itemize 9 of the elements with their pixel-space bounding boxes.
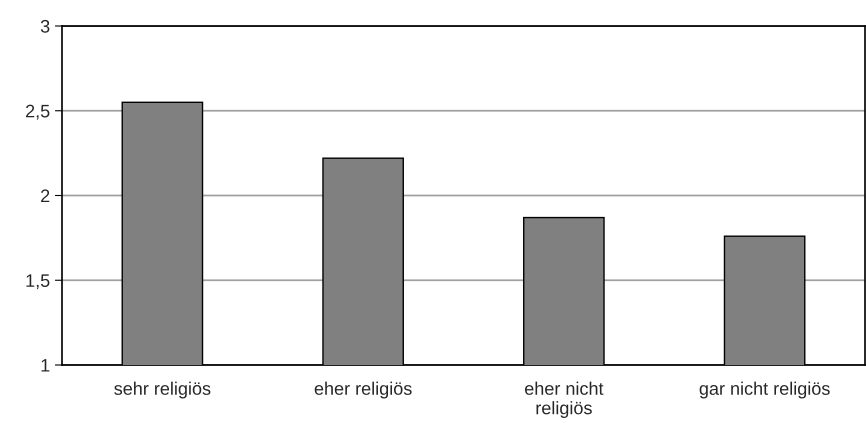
x-tick-label: sehr religiös — [114, 382, 210, 398]
y-tick-label: 2,5 — [26, 104, 50, 120]
y-tick-label: 1,5 — [26, 274, 50, 290]
x-tick-label: eher religiös — [314, 382, 412, 398]
x-tick-label: gar nicht religiös — [700, 382, 830, 398]
x-tick-label: eher nicht religiös — [525, 382, 604, 418]
y-tick-label: 1 — [42, 359, 50, 372]
y-tick-label: 2 — [41, 189, 50, 202]
y-tick-label: 3 — [40, 20, 50, 33]
